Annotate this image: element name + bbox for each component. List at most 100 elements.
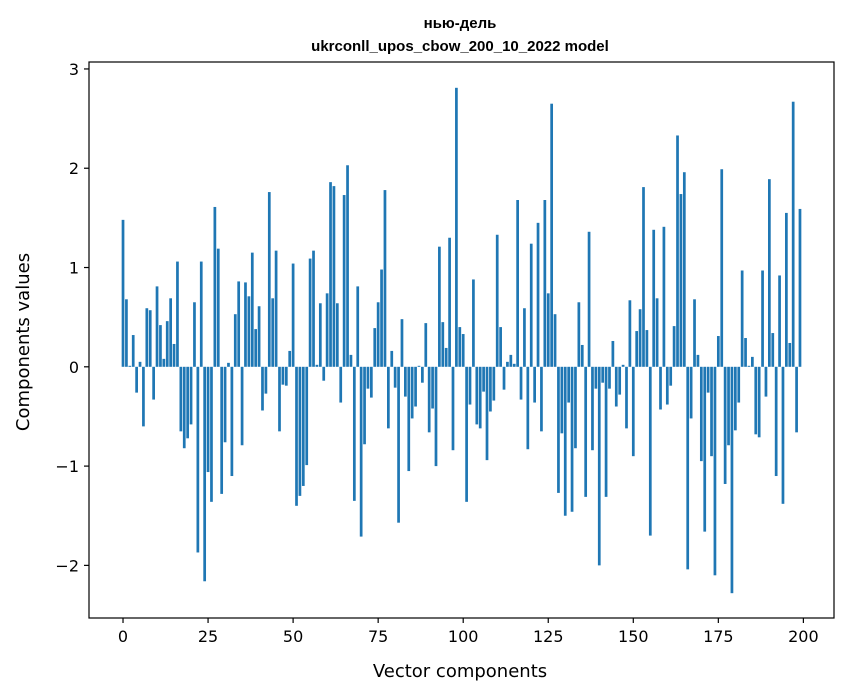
x-tick-label: 150 bbox=[618, 627, 649, 646]
plot-frame bbox=[88, 61, 835, 619]
bar bbox=[733, 366, 737, 431]
bar bbox=[182, 366, 186, 449]
bar bbox=[366, 366, 370, 389]
bar bbox=[233, 314, 237, 367]
bar bbox=[461, 334, 465, 367]
bar bbox=[220, 366, 224, 494]
bar bbox=[352, 366, 356, 501]
bar bbox=[135, 366, 138, 393]
bar bbox=[424, 323, 428, 367]
bar bbox=[407, 366, 411, 472]
bar bbox=[546, 293, 550, 367]
bar bbox=[523, 308, 526, 367]
y-tick-label: 0 bbox=[69, 358, 79, 377]
bar bbox=[267, 192, 271, 367]
bar bbox=[322, 366, 326, 381]
bar bbox=[574, 366, 577, 449]
bar bbox=[669, 366, 673, 386]
bar bbox=[553, 314, 557, 367]
bar bbox=[747, 365, 751, 367]
bar bbox=[679, 194, 683, 367]
bar bbox=[465, 366, 468, 502]
bar bbox=[587, 231, 591, 367]
bar bbox=[570, 366, 574, 512]
bar bbox=[227, 362, 230, 367]
bar bbox=[359, 366, 363, 537]
bar bbox=[305, 366, 309, 466]
bar bbox=[155, 286, 159, 367]
bar bbox=[492, 366, 496, 401]
bar bbox=[434, 366, 438, 467]
bar bbox=[509, 354, 513, 367]
bar bbox=[196, 366, 200, 553]
bar bbox=[512, 363, 516, 367]
bar bbox=[594, 366, 598, 389]
bar bbox=[284, 366, 288, 386]
bar bbox=[431, 366, 434, 409]
bar bbox=[676, 135, 679, 367]
bar bbox=[206, 366, 210, 473]
x-tick-label: 200 bbox=[788, 627, 819, 646]
bar bbox=[427, 366, 431, 433]
bar bbox=[693, 299, 696, 367]
bar bbox=[563, 366, 567, 516]
bar bbox=[648, 366, 652, 536]
bar bbox=[482, 366, 485, 392]
bar bbox=[346, 165, 349, 367]
bar bbox=[682, 172, 686, 367]
bar bbox=[771, 333, 775, 367]
x-tick-label: 0 bbox=[118, 627, 128, 646]
bar bbox=[761, 270, 764, 367]
bar bbox=[261, 366, 264, 411]
bar bbox=[591, 366, 594, 451]
bar bbox=[611, 340, 615, 367]
bar bbox=[689, 366, 693, 419]
bar bbox=[414, 366, 417, 407]
bar bbox=[244, 282, 247, 367]
bar bbox=[604, 366, 608, 497]
x-tick-label: 175 bbox=[703, 627, 734, 646]
bar bbox=[363, 366, 366, 445]
x-tick-label: 50 bbox=[283, 627, 303, 646]
y-tick-label: 2 bbox=[69, 159, 79, 178]
chart-title-line1: нью-дель bbox=[424, 15, 497, 32]
bar bbox=[165, 321, 169, 367]
bar bbox=[560, 366, 564, 434]
bar bbox=[400, 319, 404, 367]
x-tick-label: 25 bbox=[198, 627, 218, 646]
bar bbox=[210, 366, 213, 502]
bar bbox=[240, 366, 244, 446]
bar bbox=[499, 327, 502, 367]
bar bbox=[665, 366, 669, 405]
bar bbox=[298, 366, 302, 496]
y-tick-label: 3 bbox=[69, 60, 79, 79]
bar bbox=[318, 303, 322, 367]
bar bbox=[720, 169, 724, 367]
bar bbox=[516, 200, 519, 367]
bar bbox=[301, 366, 305, 486]
bar bbox=[325, 293, 329, 367]
bar bbox=[754, 366, 758, 435]
bar bbox=[172, 343, 176, 367]
y-tick-label: −1 bbox=[55, 457, 79, 476]
bar bbox=[169, 298, 172, 367]
bar bbox=[713, 366, 717, 576]
bar bbox=[213, 206, 217, 367]
bar bbox=[543, 200, 547, 367]
bar bbox=[380, 269, 383, 367]
bar bbox=[584, 366, 588, 497]
bar bbox=[387, 366, 390, 429]
bar bbox=[716, 336, 720, 367]
bar bbox=[744, 338, 747, 367]
bar bbox=[540, 366, 543, 432]
bar bbox=[369, 366, 373, 398]
bar bbox=[421, 366, 424, 383]
bar bbox=[472, 279, 475, 367]
x-tick-label: 125 bbox=[533, 627, 564, 646]
bar bbox=[308, 258, 312, 367]
bar bbox=[199, 261, 203, 367]
bar bbox=[550, 103, 554, 367]
bar bbox=[529, 243, 533, 367]
